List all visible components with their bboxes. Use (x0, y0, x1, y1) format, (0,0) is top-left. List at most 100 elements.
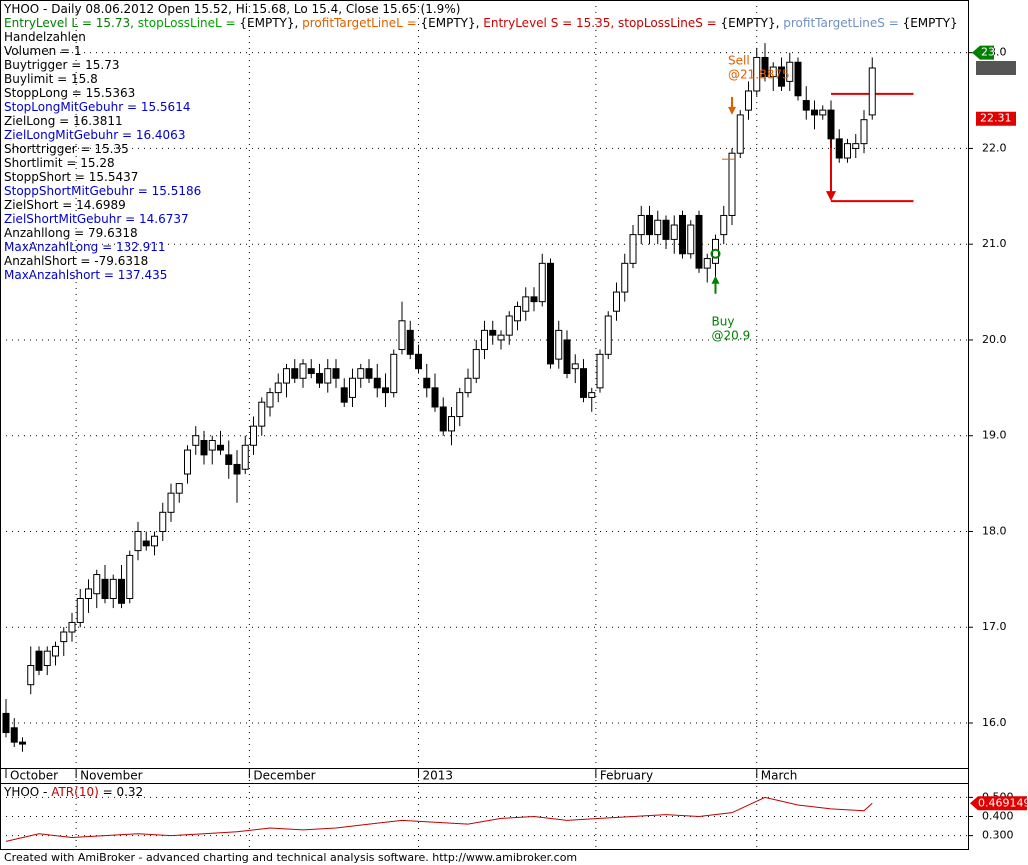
y-tick-label: 21.0 (982, 237, 1007, 250)
info-text: MaxAnzahlshort = 137.435 (4, 268, 167, 282)
candle-body (332, 368, 340, 379)
candle-body (283, 368, 290, 384)
candle-body (200, 439, 208, 456)
candle-body (481, 329, 488, 351)
candle-body (596, 353, 604, 389)
buy-marker (710, 248, 721, 259)
atr-y-tick-label: 0.300 (982, 829, 1014, 842)
candle-body (844, 143, 851, 159)
atr-title: YHOO - ATR(10) = 0.32 (3, 785, 143, 799)
atr-title-name: ATR(10) (51, 785, 99, 799)
candle-body (654, 219, 662, 236)
info-line: ZielShortMitGebuhr = 14.6737 (4, 212, 189, 226)
candle-body (316, 372, 323, 384)
candle-body (324, 368, 332, 384)
info-text: ZielLongMitGebuhr = 16.4063 (4, 128, 185, 142)
candle-body (406, 329, 414, 355)
info-text: YHOO - Daily 08.06.2012 Open 15.52, Hi 1… (3, 2, 460, 16)
candle-body (563, 339, 571, 374)
candle-body (745, 90, 752, 111)
candle-body (505, 315, 513, 336)
candle-body (93, 574, 101, 595)
info-text: EntryLevel S = 15.35, (483, 16, 618, 30)
candle-body (357, 368, 365, 379)
candle-body (431, 387, 439, 408)
candle-body (588, 392, 596, 398)
candle-body (819, 109, 827, 116)
candle-body (769, 66, 777, 78)
candle-body (52, 645, 59, 657)
signal-price: @20.9 (712, 328, 751, 342)
candle-body (217, 444, 224, 451)
info-line: Buylimit = 15.8 (4, 72, 98, 86)
candle-body (761, 56, 769, 78)
candle-body (159, 511, 167, 532)
info-text: {EMPTY}, (721, 16, 784, 30)
candle-body (522, 296, 530, 312)
candle-body (703, 258, 711, 269)
candle-body (109, 578, 117, 600)
y-tick-label: 19.0 (982, 429, 1007, 442)
x-tick-label: March (761, 769, 798, 783)
info-line: StoppShortMitGebuhr = 15.5186 (4, 184, 201, 198)
candle-body (19, 741, 26, 745)
info-text: Shorttrigger = 15.35 (4, 142, 129, 156)
candle-body (365, 368, 373, 379)
candle-body (151, 535, 158, 547)
candle-body (868, 67, 876, 116)
candle-body (662, 219, 670, 240)
info-line: Anzahllong = 79.6318 (4, 226, 138, 240)
candle-body (258, 401, 266, 427)
candle-body (101, 578, 109, 600)
info-text: {EMPTY} (903, 16, 958, 30)
info-line: Buytrigger = 15.73 (4, 58, 120, 72)
candle-body (646, 214, 653, 236)
footer: Created with AmiBroker - advanced charti… (4, 851, 577, 864)
atr-title-value: = 0.32 (99, 785, 143, 799)
candle-body (802, 100, 810, 111)
candle-body (629, 234, 637, 264)
candle-body (736, 114, 744, 154)
candle-body (580, 368, 587, 398)
candle-body (778, 66, 785, 87)
date-axis (0, 768, 969, 784)
candle-body (382, 387, 389, 394)
candle-body (794, 61, 802, 97)
info-line: Handelzahlen (4, 30, 86, 44)
candle-body (423, 377, 431, 389)
candle-body (555, 329, 563, 360)
candle-body (390, 353, 398, 394)
info-text: StopLongMitGebuhr = 15.5614 (4, 100, 190, 114)
price-label-box (972, 45, 994, 60)
candle-body (43, 650, 51, 667)
candle-body (621, 262, 629, 293)
candle-body (538, 262, 546, 303)
level-arrow-head (826, 191, 836, 202)
candle-body (266, 392, 274, 408)
info-text: MaxAnzahlLong = 132.911 (4, 240, 166, 254)
info-text: StoppLong = 15.5363 (4, 86, 135, 100)
info-line: StoppShort = 15.5437 (4, 170, 138, 184)
info-text: AnzahlShort = -79.6318 (4, 254, 148, 268)
x-tick-label: October (10, 769, 58, 783)
info-text: StoppShortMitGebuhr = 15.5186 (4, 184, 201, 198)
candle-body (728, 152, 736, 216)
candle-body (456, 392, 464, 418)
x-tick-label: 2013 (423, 769, 454, 783)
price-label: 23 (981, 46, 995, 59)
candle-body (250, 425, 257, 446)
info-text: StoppShort = 15.5437 (4, 170, 138, 184)
candle-body (827, 109, 835, 140)
price-label-box (976, 111, 1016, 126)
atr-last-box (970, 796, 1027, 811)
y-tick-label: 17.0 (982, 620, 1007, 633)
info-line: StoppLong = 15.5363 (4, 86, 135, 100)
info-text: {EMPTY}, (239, 16, 302, 30)
info-line: Volumen = 1 (4, 44, 82, 58)
candle-body (637, 214, 645, 236)
candle-body (225, 454, 233, 465)
info-text: Buytrigger = 15.73 (4, 58, 120, 72)
candle-body (274, 382, 282, 394)
candle-body (571, 363, 579, 370)
candle-body (233, 463, 241, 475)
